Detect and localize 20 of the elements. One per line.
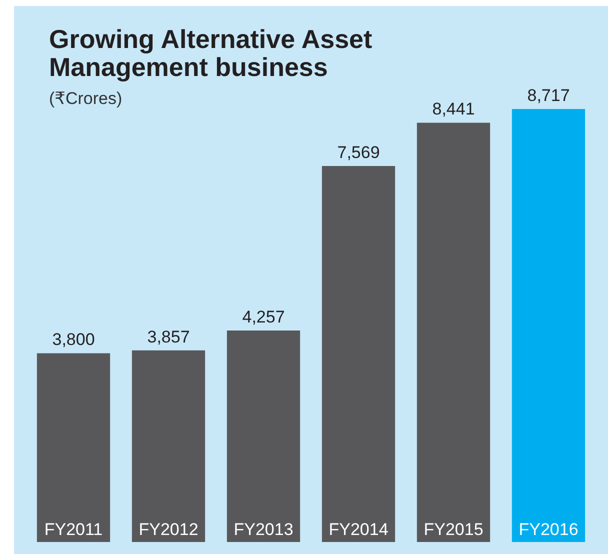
x-tick-label: FY2015	[424, 520, 484, 539]
bar	[36, 353, 110, 542]
bar	[512, 109, 586, 542]
data-label: 7,569	[337, 143, 380, 162]
x-tick-label: FY2012	[138, 520, 198, 539]
data-label: 4,257	[242, 308, 285, 327]
bar	[132, 350, 206, 542]
chart-title: Growing Alternative Asset Management business	[49, 24, 380, 82]
chart-subtitle: (₹Crores)	[49, 89, 122, 108]
data-label: 3,857	[147, 327, 190, 346]
x-tick-label: FY2014	[328, 520, 388, 539]
x-tick-label: FY2011	[44, 520, 103, 539]
bar	[322, 166, 396, 542]
data-label: 3,800	[52, 330, 95, 350]
x-tick-label: FY2016	[518, 520, 578, 539]
data-label: 8,717	[527, 86, 570, 105]
data-label: 8,441	[432, 100, 475, 119]
bar	[226, 330, 300, 542]
x-tick-label: FY2013	[234, 520, 294, 539]
bar	[416, 122, 490, 542]
